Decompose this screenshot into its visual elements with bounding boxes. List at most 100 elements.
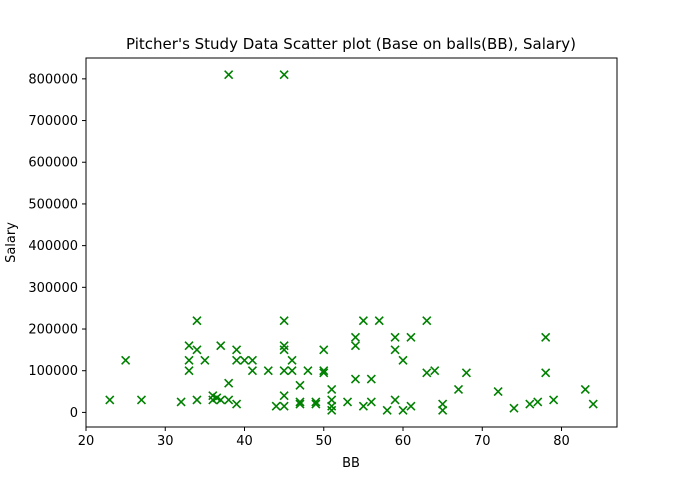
data-point: [390, 395, 400, 405]
data-point: [184, 366, 194, 376]
data-point: [327, 405, 337, 415]
data-point: [422, 316, 432, 326]
x-tick-label: 60: [395, 434, 412, 449]
data-point: [121, 355, 131, 365]
plot-area-frame: [85, 57, 618, 428]
data-point: [390, 345, 400, 355]
data-point: [279, 401, 289, 411]
data-point: [358, 316, 368, 326]
data-point: [105, 395, 115, 405]
data-point: [303, 366, 313, 376]
y-tick-label: 200000: [28, 323, 78, 338]
y-tick-label: 600000: [28, 156, 78, 171]
data-point: [374, 316, 384, 326]
data-point: [136, 395, 147, 405]
y-tick-label: 300000: [28, 281, 78, 296]
data-point: [319, 366, 329, 376]
data-point: [224, 70, 234, 80]
y-tick-label: 700000: [28, 114, 78, 129]
data-point: [279, 316, 289, 326]
data-point: [390, 332, 400, 342]
data-point: [580, 384, 590, 395]
data-point: [279, 345, 289, 355]
data-point: [533, 397, 543, 407]
data-point: [509, 403, 519, 413]
y-axis-ticks: 0 100000 200000 300000 400000 500000 600000 700…: [28, 72, 86, 421]
data-point: [216, 395, 226, 405]
data-point: [319, 345, 329, 355]
data-point: [311, 399, 321, 409]
y-tick-label: 800000: [28, 72, 78, 87]
data-point: [295, 397, 305, 407]
x-axis-title: BB: [342, 456, 360, 471]
points-layer: [105, 70, 598, 415]
data-point: [239, 355, 250, 365]
x-tick-label: 30: [157, 434, 174, 449]
data-point: [295, 399, 305, 409]
data-point: [549, 395, 559, 405]
y-tick-label: 0: [70, 406, 78, 421]
data-point: [461, 368, 471, 378]
data-point: [366, 374, 376, 384]
data-point: [398, 405, 408, 415]
data-point: [541, 368, 551, 378]
x-tick-label: 80: [553, 434, 570, 449]
data-point: [327, 384, 337, 395]
data-point: [358, 401, 368, 411]
x-tick-label: 40: [236, 434, 253, 449]
y-tick-label: 500000: [28, 197, 78, 212]
data-point: [422, 368, 432, 378]
data-point: [327, 401, 337, 411]
data-point: [430, 366, 440, 376]
data-point: [232, 399, 242, 409]
data-point: [216, 341, 226, 351]
data-point: [184, 355, 194, 365]
data-point: [406, 401, 416, 411]
y-tick-label: 100000: [28, 364, 78, 379]
data-point: [453, 384, 464, 395]
data-point: [176, 397, 186, 407]
data-point: [287, 355, 297, 365]
data-point: [224, 378, 234, 388]
data-point: [279, 70, 289, 80]
data-point: [247, 355, 257, 365]
data-point: [279, 366, 289, 376]
data-point: [406, 332, 416, 342]
data-point: [438, 405, 448, 415]
data-point: [350, 332, 361, 342]
data-point: [382, 405, 392, 415]
data-point: [342, 397, 353, 407]
data-point: [232, 345, 242, 355]
x-tick-label: 50: [315, 434, 332, 449]
data-point: [192, 345, 202, 355]
data-point: [263, 366, 273, 376]
data-point: [525, 399, 535, 409]
data-point: [247, 366, 257, 376]
data-point: [319, 368, 329, 378]
data-point: [192, 316, 202, 326]
x-tick-label: 70: [474, 434, 491, 449]
data-point: [279, 391, 289, 401]
data-point: [350, 374, 361, 384]
x-axis-ticks: 20 30 40 50 60 70 80: [78, 427, 570, 449]
y-axis-title: Salary: [4, 222, 19, 263]
data-point: [192, 395, 202, 405]
chart-title: Pitcher's Study Data Scatter plot (Base …: [126, 35, 576, 53]
data-point: [588, 399, 598, 409]
data-point: [366, 397, 376, 407]
y-tick-label: 400000: [28, 239, 78, 254]
data-point: [311, 397, 321, 407]
data-point: [398, 355, 408, 365]
data-point: [224, 395, 234, 405]
data-point: [493, 386, 503, 397]
data-point: [350, 341, 361, 351]
data-point: [295, 380, 305, 390]
data-point: [271, 401, 281, 411]
data-point: [200, 355, 210, 365]
x-tick-label: 20: [78, 434, 95, 449]
data-point: [541, 332, 551, 342]
data-point: [287, 366, 297, 376]
data-point: [232, 355, 242, 365]
